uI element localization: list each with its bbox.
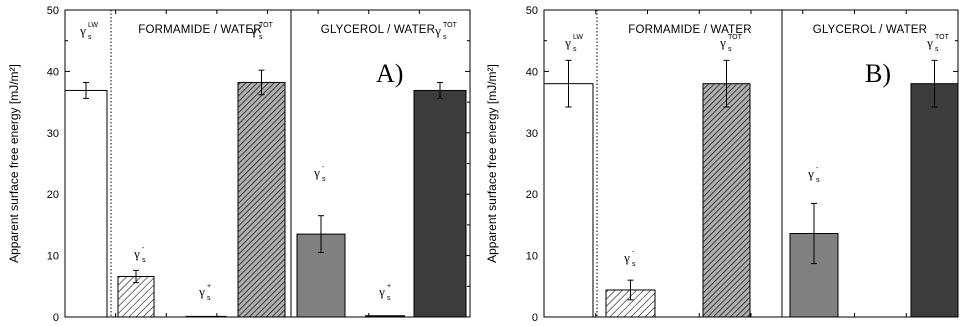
y-tick-label: 20 bbox=[47, 189, 59, 201]
panel-label: B) bbox=[865, 59, 891, 88]
y-axis-label: Apparent surface free energy [mJ/m²] bbox=[7, 64, 21, 263]
bar-label: γ s - bbox=[133, 245, 146, 264]
bar bbox=[543, 83, 594, 318]
bar-label-symbol: γ bbox=[313, 165, 320, 180]
y-tick-label: 10 bbox=[47, 251, 59, 263]
bar-label: γ s TOT bbox=[926, 34, 949, 53]
bar-label-superscript: TOT bbox=[935, 34, 950, 41]
bar-label: γ s - bbox=[807, 165, 820, 184]
bar-label-symbol: γ bbox=[623, 250, 630, 265]
bar bbox=[702, 83, 751, 318]
bar-label-superscript: LW bbox=[573, 34, 583, 41]
bar-label-superscript: - bbox=[322, 164, 325, 171]
bar-label: γ s + bbox=[378, 283, 391, 302]
y-tick-label: 50 bbox=[47, 5, 59, 17]
bar-label: γ s TOT bbox=[719, 34, 742, 53]
chart-panel-a: 0 10 20 30 40 50 Apparent surface free energy … bbox=[7, 5, 471, 324]
bar-label: γ s + bbox=[198, 283, 211, 302]
y-tick-label: 0 bbox=[532, 312, 538, 324]
bar-label-symbol: γ bbox=[198, 284, 205, 299]
bar-label-subscript: s bbox=[443, 34, 447, 41]
bar-label-symbol: γ bbox=[250, 23, 257, 38]
bar-label-subscript: s bbox=[728, 46, 732, 53]
y-tick-label: 50 bbox=[526, 5, 538, 17]
bar-label-superscript: LW bbox=[88, 22, 98, 29]
bar bbox=[910, 83, 959, 318]
bar bbox=[237, 81, 286, 318]
bar bbox=[413, 89, 467, 318]
bar-label: γ s TOT bbox=[434, 22, 457, 41]
y-tick-label: 10 bbox=[526, 251, 538, 263]
bar-label-subscript: s bbox=[573, 46, 577, 53]
plot-frame bbox=[543, 9, 959, 318]
bar-label-subscript: s bbox=[142, 257, 146, 264]
bar-label-superscript: TOT bbox=[259, 22, 274, 29]
group-label: GLYCEROL / WATER bbox=[813, 24, 927, 36]
y-tick-label: 40 bbox=[47, 66, 59, 78]
bar-label-symbol: γ bbox=[79, 23, 86, 38]
group-label: GLYCEROL / WATER bbox=[321, 24, 435, 36]
bar-label: γ s TOT bbox=[250, 22, 273, 41]
y-tick-label: 30 bbox=[47, 128, 59, 140]
bar-label-subscript: s bbox=[88, 34, 92, 41]
y-tick-label: 30 bbox=[526, 128, 538, 140]
bar-label-superscript: TOT bbox=[443, 22, 458, 29]
bar-label-superscript: - bbox=[816, 165, 819, 172]
y-axis-label: Apparent surface free energy [mJ/m²] bbox=[485, 64, 499, 263]
bar-label-subscript: s bbox=[322, 176, 326, 183]
bar-label-symbol: γ bbox=[926, 35, 933, 50]
bar-label-symbol: γ bbox=[564, 35, 571, 50]
bar-label: γ s - bbox=[623, 249, 636, 268]
bar-label-symbol: γ bbox=[378, 284, 385, 299]
bar-label-superscript: - bbox=[142, 245, 145, 252]
chart-panel-b: 0 10 20 30 40 50 Apparent surface free energy … bbox=[485, 5, 959, 324]
bar-label: γ s LW bbox=[79, 22, 98, 41]
bar-label-subscript: s bbox=[259, 34, 263, 41]
group-label: FORMAMIDE / WATER bbox=[138, 24, 262, 36]
bar bbox=[64, 89, 108, 318]
bar-label: γ s - bbox=[313, 164, 326, 183]
bar-label-superscript: + bbox=[207, 283, 211, 290]
bar-label-superscript: + bbox=[387, 283, 391, 290]
bar-label-symbol: γ bbox=[719, 35, 726, 50]
bar-label-subscript: s bbox=[816, 177, 820, 184]
bar-label-symbol: γ bbox=[807, 166, 814, 181]
y-tick-label: 20 bbox=[526, 189, 538, 201]
y-tick-label: 40 bbox=[526, 66, 538, 78]
bar-label-subscript: s bbox=[632, 261, 636, 268]
bar-label-symbol: γ bbox=[133, 246, 140, 261]
bar-label-subscript: s bbox=[387, 295, 391, 302]
bar-label-subscript: s bbox=[207, 295, 211, 302]
bar-label: γ s LW bbox=[564, 34, 583, 53]
bar-label-subscript: s bbox=[935, 46, 939, 53]
bar-label-superscript: TOT bbox=[728, 34, 743, 41]
bar-label-superscript: - bbox=[632, 249, 635, 256]
bar-label-symbol: γ bbox=[434, 23, 441, 38]
bar bbox=[185, 315, 227, 318]
group-label: FORMAMIDE / WATER bbox=[628, 24, 752, 36]
panel-label: A) bbox=[376, 59, 403, 88]
y-tick-label: 0 bbox=[53, 312, 59, 324]
